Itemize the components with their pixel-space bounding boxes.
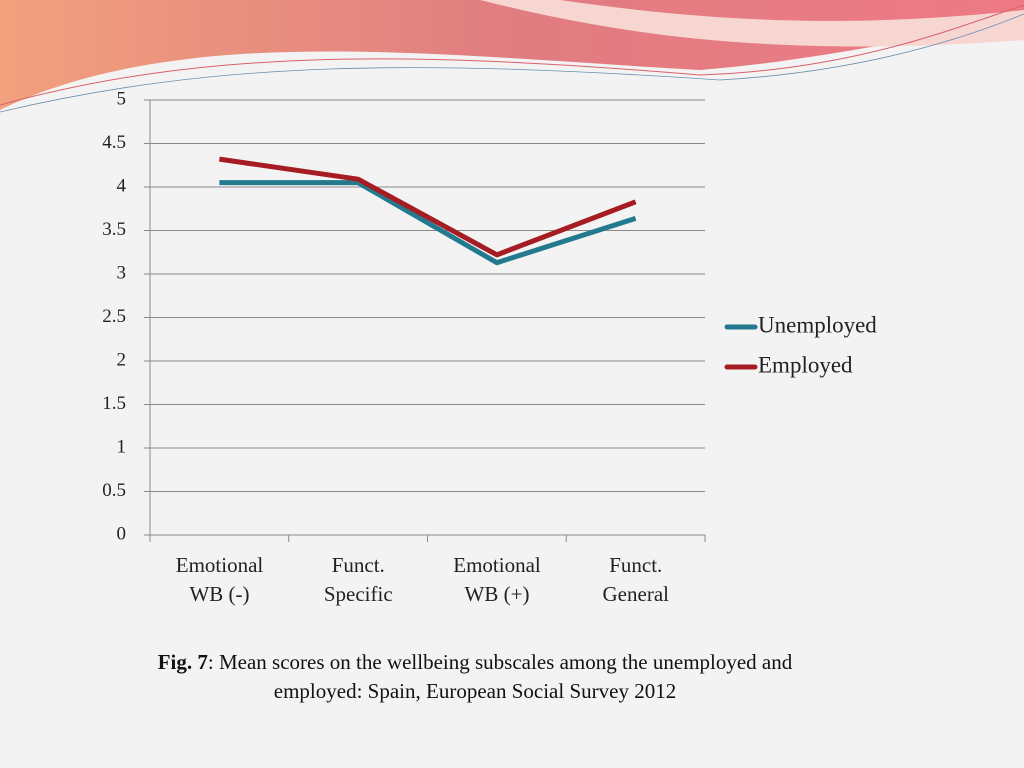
header-line (0, 4, 1024, 106)
caption-label: Fig. 7 (157, 650, 208, 674)
x-tick-label: Emotional WB (-) (175, 553, 264, 606)
y-tick-label: 1 (117, 436, 127, 457)
x-tick-label: Funct. General (602, 553, 669, 606)
y-tick-label: 0.5 (102, 480, 126, 501)
y-tick-label: 3.5 (102, 219, 126, 240)
header-wave (0, 0, 1024, 110)
header-line (0, 13, 1024, 113)
legend-label: Employed (758, 352, 853, 377)
y-tick-label: 2.5 (102, 306, 126, 327)
caption: Fig. 7: Mean scores on the wellbeing sub… (120, 648, 830, 706)
legend-label: Unemployed (758, 312, 877, 337)
y-tick-label: 0 (117, 523, 127, 544)
y-tick-label: 5 (117, 88, 127, 109)
y-tick-label: 1.5 (102, 393, 126, 414)
header-wave-light (480, 0, 1024, 47)
caption-text: : Mean scores on the wellbeing subscales… (207, 650, 793, 703)
x-tick-label: Emotional WB (+) (453, 553, 541, 606)
y-tick-label: 4.5 (102, 132, 126, 153)
y-tick-label: 2 (117, 349, 127, 370)
series-line (219, 180, 637, 266)
y-tick-label: 3 (117, 262, 127, 283)
series-line (219, 156, 637, 258)
x-tick-label: Funct. Specific (323, 553, 393, 606)
plot: 0 0.5 1 1.5 2 2.5 3 3.5 4 4.5 5 Unemployed Employed (102, 88, 877, 544)
y-tick-label: 4 (117, 175, 127, 196)
